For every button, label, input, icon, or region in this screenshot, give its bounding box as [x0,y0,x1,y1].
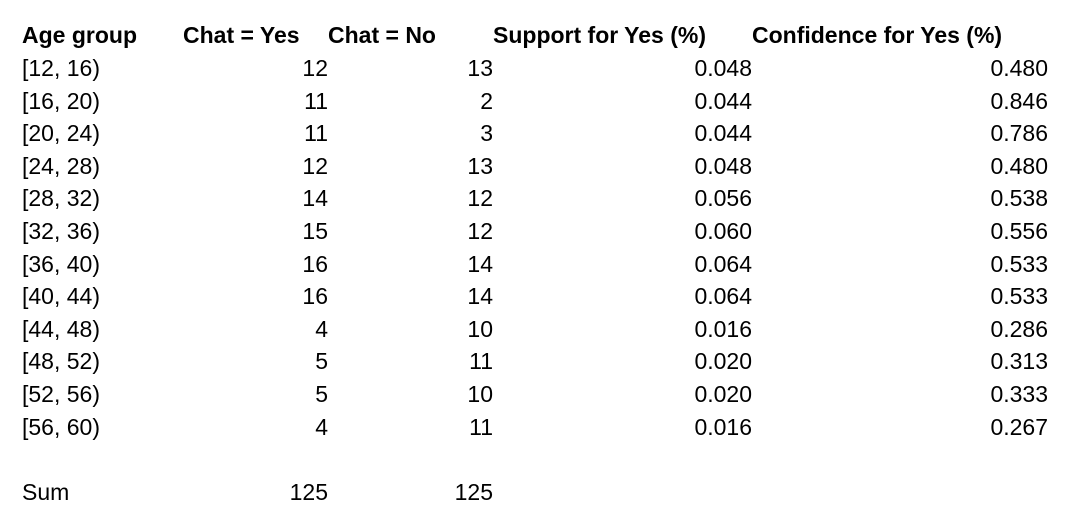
cell-age-group: [36, 40) [22,250,100,277]
cell-chat-no: 13 [467,55,493,81]
cell-support-yes: 0.048 [694,152,752,179]
cell-chat-no: 14 [467,283,493,310]
cell-chat-no: 12 [467,217,493,244]
cell-age-group: [52, 56) [22,380,100,407]
table-row: [56, 60) 4 11 0.016 0.267 [22,411,1048,444]
cell-support-yes: 0.020 [694,380,752,407]
cell-confidence-yes: 0.333 [990,380,1048,407]
cell-confidence-yes: 0.533 [990,283,1048,310]
table-row: [12, 16) 12 13 0.048 0.480 [22,52,1048,85]
cell-age-group: [56, 60) [22,413,100,440]
cell-confidence-yes: 0.846 [990,87,1048,114]
cell-age-group: [32, 36) [22,217,100,244]
cell-chat-no: 14 [467,250,493,277]
table-row: [32, 36) 15 12 0.060 0.556 [22,215,1048,248]
cell-chat-yes: 5 [315,348,328,375]
cell-confidence-yes: 0.313 [990,348,1048,375]
header-support-yes: Support for Yes (%) [493,22,706,48]
cell-support-yes: 0.016 [694,315,752,342]
cell-chat-no: 11 [469,413,493,440]
cell-age-group: [12, 16) [22,55,100,81]
cell-chat-yes: 11 [304,87,328,114]
cell-chat-yes: 14 [302,185,328,212]
cell-age-group: [24, 28) [22,152,100,179]
sum-chat-yes: 125 [289,478,328,505]
cell-age-group: [44, 48) [22,315,100,342]
cell-chat-no: 10 [467,315,493,342]
cell-support-yes: 0.048 [694,55,752,81]
cell-confidence-yes: 0.267 [990,413,1048,440]
cell-chat-yes: 12 [302,55,328,81]
cell-support-yes: 0.056 [694,185,752,212]
table-row: [52, 56) 5 10 0.020 0.333 [22,378,1048,411]
header-chat-no: Chat = No [328,22,436,48]
cell-chat-yes: 11 [304,120,328,147]
table-row: [48, 52) 5 11 0.020 0.313 [22,345,1048,378]
cell-age-group: [28, 32) [22,185,100,212]
sum-empty-confidence [752,476,1048,509]
cell-confidence-yes: 0.538 [990,185,1048,212]
table-row: [24, 28) 12 13 0.048 0.480 [22,150,1048,183]
cell-confidence-yes: 0.556 [990,217,1048,244]
table-row: [16, 20) 11 2 0.044 0.846 [22,85,1048,118]
cell-support-yes: 0.060 [694,217,752,244]
cell-support-yes: 0.044 [694,120,752,147]
cell-confidence-yes: 0.286 [990,315,1048,342]
sum-row: Sum 125 125 [22,476,1048,509]
table-row: [40, 44) 16 14 0.064 0.533 [22,280,1048,313]
cell-chat-no: 13 [467,152,493,179]
cell-support-yes: 0.020 [694,348,752,375]
table-row: [36, 40) 16 14 0.064 0.533 [22,248,1048,281]
cell-confidence-yes: 0.786 [990,120,1048,147]
cell-age-group: [40, 44) [22,283,100,310]
age-group-table: Age group Chat = Yes Chat = No Support f… [22,18,1048,508]
cell-confidence-yes: 0.480 [990,152,1048,179]
spacer-row [22,443,1048,476]
cell-chat-yes: 16 [302,283,328,310]
cell-support-yes: 0.064 [694,283,752,310]
cell-age-group: [16, 20) [22,87,100,114]
header-row: Age group Chat = Yes Chat = No Support f… [22,18,1048,52]
cell-chat-yes: 15 [302,217,328,244]
cell-age-group: [20, 24) [22,120,100,147]
table-body: [12, 16) 12 13 0.048 0.480 [16, 20) 11 2 0.044 0.… [22,52,1048,508]
cell-chat-no: 11 [469,348,493,375]
cell-chat-yes: 4 [315,315,328,342]
cell-support-yes: 0.044 [694,87,752,114]
table-row: [20, 24) 11 3 0.044 0.786 [22,117,1048,150]
cell-support-yes: 0.016 [694,413,752,440]
cell-chat-no: 10 [467,380,493,407]
spacer-cell [22,443,1048,476]
cell-confidence-yes: 0.480 [990,55,1048,81]
cell-chat-yes: 12 [302,152,328,179]
cell-chat-yes: 16 [302,250,328,277]
table-row: [44, 48) 4 10 0.016 0.286 [22,313,1048,346]
cell-chat-no: 3 [480,120,493,147]
cell-chat-yes: 5 [315,380,328,407]
cell-confidence-yes: 0.533 [990,250,1048,277]
cell-chat-yes: 4 [315,413,328,440]
cell-chat-no: 2 [480,87,493,114]
sum-empty-support [493,476,752,509]
table-row: [28, 32) 14 12 0.056 0.538 [22,182,1048,215]
header-age-group: Age group [22,22,137,48]
header-confidence-yes: Confidence for Yes (%) [752,22,1003,48]
cell-age-group: [48, 52) [22,348,100,375]
cell-chat-no: 12 [467,185,493,212]
sum-label: Sum [22,478,70,505]
sum-chat-no: 125 [454,478,493,505]
header-chat-yes: Chat = Yes [183,22,300,48]
cell-support-yes: 0.064 [694,250,752,277]
